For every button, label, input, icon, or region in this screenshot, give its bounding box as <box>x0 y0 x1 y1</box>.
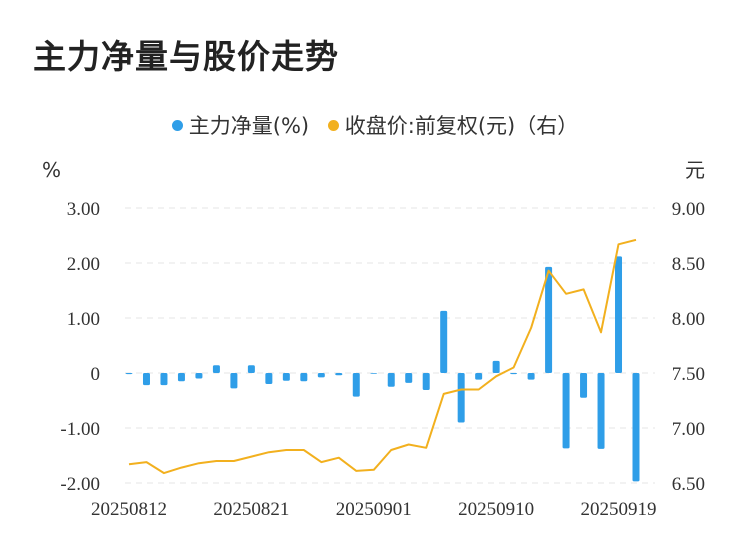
y-right-tick-label: 8.50 <box>672 254 705 275</box>
chart-title: 主力净量与股价走势 <box>33 37 339 76</box>
x-tick-label: 20250821 <box>213 499 289 520</box>
y-left-tick-label: 2.00 <box>67 254 100 275</box>
y-left-unit: % <box>42 158 61 182</box>
y-right-tick-label: 8.00 <box>672 309 705 330</box>
net-flow-bar[interactable] <box>230 373 238 389</box>
net-flow-bar[interactable] <box>335 373 343 376</box>
legend-label-net-flow: 主力净量(%) <box>188 114 310 138</box>
y-left-tick-label: -1.00 <box>60 419 100 440</box>
net-flow-bar[interactable] <box>177 373 185 382</box>
legend: 主力净量(%) 收盘价:前复权(元)（右） <box>0 110 750 140</box>
x-tick-label: 20250901 <box>336 499 412 520</box>
net-flow-bar[interactable] <box>195 373 203 379</box>
x-tick-label: 20250910 <box>458 499 534 520</box>
legend-label-close-price: 收盘价:前复权(元)（右） <box>344 114 579 138</box>
net-flow-bar[interactable] <box>370 373 378 374</box>
net-flow-bar[interactable] <box>562 373 570 449</box>
net-flow-bar[interactable] <box>317 373 325 378</box>
y-right-tick-label: 9.00 <box>672 199 705 220</box>
net-flow-bar[interactable] <box>457 373 465 423</box>
x-tick-label: 20250919 <box>581 499 657 520</box>
y-right-tick-label: 6.50 <box>672 474 705 495</box>
net-flow-bar[interactable] <box>247 365 255 373</box>
net-flow-bar[interactable] <box>125 373 133 375</box>
x-tick-label: 20250812 <box>91 499 167 520</box>
y-left-tick-label: 0 <box>91 364 101 385</box>
net-flow-bar[interactable] <box>580 373 588 398</box>
close-price-line[interactable] <box>128 238 637 475</box>
net-flow-bar[interactable] <box>545 266 553 373</box>
y-left-tick-label: 3.00 <box>67 199 100 220</box>
net-flow-bar[interactable] <box>615 256 623 373</box>
net-flow-bar[interactable] <box>300 373 308 382</box>
net-flow-bar[interactable] <box>160 373 168 386</box>
y-right-unit: 元 <box>685 158 705 182</box>
y-left-tick-label: -2.00 <box>60 474 100 495</box>
legend-dot-close-price <box>327 119 339 131</box>
legend-item-net-flow[interactable]: 主力净量(%) <box>171 110 310 140</box>
net-flow-bar[interactable] <box>265 373 273 384</box>
net-flow-bar[interactable] <box>440 310 448 373</box>
net-flow-bar[interactable] <box>282 373 290 381</box>
y-right-tick-label: 7.00 <box>672 419 705 440</box>
net-flow-bar[interactable] <box>510 373 518 375</box>
net-flow-bar[interactable] <box>387 373 395 387</box>
net-flow-bar[interactable] <box>422 373 430 391</box>
net-flow-bar[interactable] <box>475 373 483 380</box>
net-flow-bar[interactable] <box>527 373 535 380</box>
net-flow-bar[interactable] <box>142 373 150 386</box>
net-flow-bar[interactable] <box>597 373 605 449</box>
net-flow-bar[interactable] <box>405 373 413 383</box>
y-right-tick-label: 7.50 <box>672 364 705 385</box>
y-left-tick-label: 1.00 <box>67 309 100 330</box>
net-flow-bar[interactable] <box>632 373 640 482</box>
net-flow-bar[interactable] <box>352 373 360 397</box>
legend-dot-net-flow <box>171 119 183 131</box>
legend-item-close-price[interactable]: 收盘价:前复权(元)（右） <box>327 110 579 140</box>
net-flow-bar[interactable] <box>492 360 500 373</box>
net-flow-bar[interactable] <box>212 365 220 373</box>
